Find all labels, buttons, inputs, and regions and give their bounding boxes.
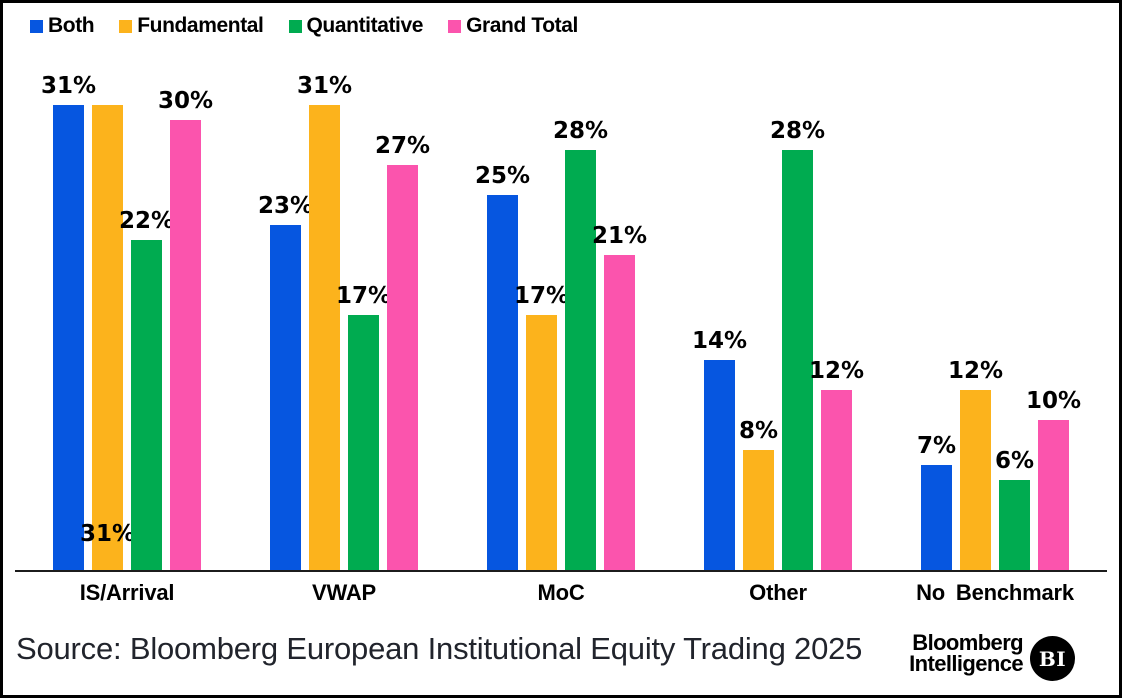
category-label: IS/Arrival — [79, 580, 175, 605]
bar-value-label: 10% — [1025, 388, 1082, 414]
bar-value-label: 12% — [947, 358, 1004, 384]
bar-cluster: 25% 17% 28% 21% — [475, 58, 647, 570]
legend-swatch-icon — [288, 19, 302, 33]
bar-value-label: 31% — [296, 73, 353, 99]
bar — [92, 105, 123, 570]
bar — [487, 195, 518, 570]
category-label: MoC — [537, 580, 585, 605]
legend-item: Both — [30, 14, 95, 38]
bar — [743, 450, 774, 570]
legend-swatch-icon — [448, 19, 462, 33]
bar-value-label: 27% — [374, 133, 431, 159]
legend-item: Grand Total — [448, 14, 578, 38]
bar — [999, 480, 1030, 570]
bar — [309, 105, 340, 570]
bar-value-label: 7% — [916, 433, 957, 459]
bar — [960, 390, 991, 570]
bar-value-label: 8% — [738, 418, 779, 444]
bar-value-label: 17% — [335, 283, 392, 309]
brand-lockup: Bloomberg Intelligence — [909, 630, 1023, 676]
bi-logo-badge: BI — [1030, 636, 1075, 681]
bar-value-label: 30% — [157, 88, 214, 114]
bar — [821, 390, 852, 570]
legend-label: Grand Total — [466, 14, 578, 37]
bar — [131, 240, 162, 570]
source-text: Source: Bloomberg European Institutional… — [16, 631, 863, 666]
legend-label: Both — [48, 14, 95, 37]
bar-value-label: 28% — [552, 118, 609, 144]
legend: Both Fundamental Quantitative Grand Total — [30, 14, 578, 38]
bar-cluster: 14% 8% 28% 12% — [692, 58, 864, 570]
bar — [782, 150, 813, 570]
bar — [604, 255, 635, 570]
bar-value-label: 31% — [79, 521, 136, 547]
bar-cluster: 7% 12% 6% 10% — [917, 58, 1081, 570]
x-axis-labels: IS/Arrival VWAP MoC Other No Benchmark — [15, 580, 1107, 610]
bar-value-label: 23% — [257, 193, 314, 219]
bar — [1038, 420, 1069, 570]
category-label: VWAP — [312, 580, 376, 605]
legend-label: Quantitative — [306, 14, 424, 37]
bar — [704, 360, 735, 570]
plot-area: 31% 31% 22% 30% 23% 31% 17% 27% 25% 17% 28% 21% 14% 8… — [15, 58, 1107, 572]
x-axis-line — [15, 570, 1107, 572]
bar-value-label: 31% — [40, 73, 97, 99]
bar-value-label: 17% — [513, 283, 570, 309]
brand-line-2: Intelligence — [909, 651, 1023, 676]
bar-cluster: 23% 31% 17% 27% — [258, 58, 430, 570]
legend-swatch-icon — [119, 19, 133, 33]
bar — [565, 150, 596, 570]
bar — [348, 315, 379, 570]
legend-item: Fundamental — [119, 14, 264, 38]
bar — [526, 315, 557, 570]
bar-value-label: 14% — [691, 328, 748, 354]
bar-value-label: 28% — [769, 118, 826, 144]
bar-value-label: 6% — [994, 448, 1035, 474]
legend-label: Fundamental — [137, 14, 264, 37]
bar — [170, 120, 201, 570]
bar-value-label: 25% — [474, 163, 531, 189]
bar-value-label: 21% — [591, 223, 648, 249]
legend-item: Quantitative — [288, 14, 424, 38]
bar — [387, 165, 418, 570]
brand-line-1: Bloomberg — [912, 630, 1023, 655]
category-label: Other — [749, 580, 807, 605]
bar — [53, 105, 84, 570]
bar-value-label: 22% — [118, 208, 175, 234]
bar — [270, 225, 301, 570]
legend-swatch-icon — [30, 19, 43, 33]
bar-value-label: 12% — [808, 358, 865, 384]
bar-cluster: 31% 31% 22% 30% — [41, 58, 213, 570]
bar — [921, 465, 952, 570]
category-label: No Benchmark — [916, 580, 1074, 605]
